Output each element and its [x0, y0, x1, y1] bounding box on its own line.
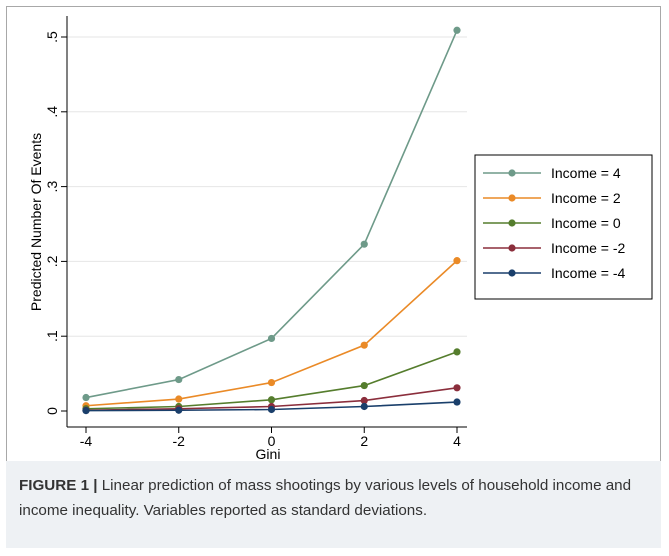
data-point — [453, 26, 461, 34]
x-tick-label: -4 — [80, 433, 93, 449]
data-point — [360, 402, 368, 411]
x-tick-label: 4 — [453, 433, 461, 449]
data-point — [267, 378, 276, 387]
data-point — [267, 396, 276, 404]
legend-label: Income = 0 — [551, 215, 621, 231]
legend-swatch-marker — [508, 219, 516, 227]
caption-label: FIGURE 1 | — [19, 477, 98, 494]
series-4 — [82, 398, 461, 415]
legend-swatch-marker — [508, 269, 516, 277]
x-tick-label: 2 — [360, 433, 368, 449]
y-tick-label: .5 — [44, 31, 60, 43]
plot-area — [67, 16, 467, 427]
data-point — [453, 348, 461, 356]
y-tick-label: .4 — [44, 106, 60, 118]
data-point — [175, 395, 183, 403]
series-0 — [82, 26, 461, 402]
data-point — [82, 393, 90, 402]
y-tick-label: .1 — [44, 330, 60, 342]
series-lines — [82, 26, 461, 415]
legend-swatch-marker — [508, 244, 516, 252]
figure-caption: FIGURE 1 | Linear prediction of mass sho… — [6, 461, 661, 548]
x-tick-label: -2 — [173, 433, 186, 449]
y-tick-label: .3 — [44, 181, 60, 193]
legend-label: Income = 2 — [551, 190, 621, 206]
data-point — [453, 398, 461, 406]
x-axis-title: Gini — [256, 446, 281, 460]
y-axis-title: Predicted Number Of Events — [28, 133, 44, 311]
data-point — [267, 405, 276, 414]
legend-swatch-marker — [508, 194, 516, 202]
data-point — [175, 375, 183, 384]
legend-label: Income = 4 — [551, 165, 621, 181]
series-1 — [82, 257, 461, 410]
line-chart: 0 .1 .2 .3 .4 .5 -4 -2 0 2 4 Gini Predicted Number O… — [28, 16, 653, 460]
grid-lines — [67, 16, 467, 427]
data-point — [360, 341, 368, 349]
caption-text: Linear prediction of mass shootings by v… — [19, 477, 632, 519]
data-point — [360, 381, 368, 390]
y-tick-label: 0 — [44, 407, 60, 415]
y-tick-label: .2 — [44, 255, 60, 267]
legend-label: Income = -4 — [551, 265, 626, 281]
axes: 0 .1 .2 .3 .4 .5 -4 -2 0 2 4 Gini Predicted Number O… — [28, 16, 467, 460]
series-2 — [82, 348, 461, 413]
x-tick-label: 0 — [268, 433, 276, 449]
legend-swatch-marker — [508, 169, 516, 177]
data-point — [453, 257, 461, 265]
legend: Income = 4 Income = 2 Income = 0 Income = -… — [474, 154, 653, 300]
legend-box — [474, 154, 653, 300]
legend-label: Income = -2 — [551, 240, 626, 256]
data-point — [267, 334, 276, 343]
data-point — [82, 407, 90, 415]
data-point — [175, 406, 183, 414]
data-point — [453, 384, 461, 392]
data-point — [360, 396, 368, 405]
data-point — [360, 240, 368, 248]
